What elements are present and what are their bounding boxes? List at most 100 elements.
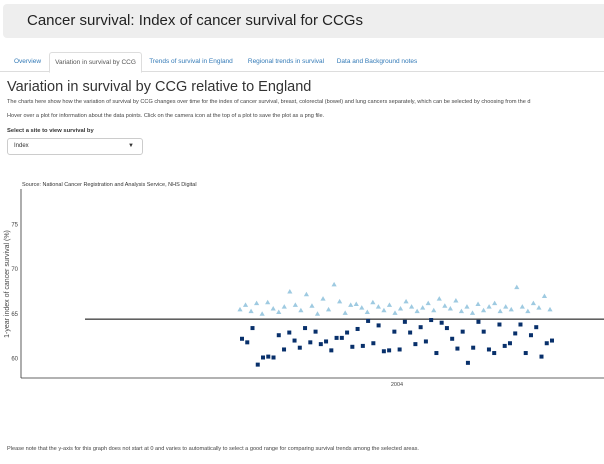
square-point[interactable] xyxy=(434,351,439,356)
triangle-point[interactable] xyxy=(403,298,409,304)
square-point[interactable] xyxy=(381,349,386,354)
triangle-point[interactable] xyxy=(525,308,531,314)
square-point[interactable] xyxy=(266,354,271,359)
triangle-point[interactable] xyxy=(397,305,404,311)
square-point[interactable] xyxy=(324,339,329,344)
square-point[interactable] xyxy=(534,325,539,330)
triangle-point[interactable] xyxy=(464,304,470,309)
square-point[interactable] xyxy=(450,336,455,341)
square-point[interactable] xyxy=(240,336,244,341)
triangle-point[interactable] xyxy=(292,302,298,307)
square-point[interactable] xyxy=(408,330,413,335)
square-point[interactable] xyxy=(397,347,402,352)
square-point[interactable] xyxy=(345,330,350,335)
square-point[interactable] xyxy=(444,326,449,331)
triangle-point[interactable] xyxy=(359,305,365,310)
square-point[interactable] xyxy=(481,329,486,334)
square-point[interactable] xyxy=(455,346,460,351)
triangle-point[interactable] xyxy=(337,298,343,304)
triangle-point[interactable] xyxy=(331,281,337,287)
triangle-point[interactable] xyxy=(309,303,315,308)
triangle-point[interactable] xyxy=(259,311,265,316)
triangle-point[interactable] xyxy=(442,303,448,308)
square-point[interactable] xyxy=(544,341,549,346)
square-point[interactable] xyxy=(392,329,397,334)
triangle-point[interactable] xyxy=(248,308,254,314)
triangle-point[interactable] xyxy=(314,311,321,316)
triangle-point[interactable] xyxy=(469,310,476,315)
triangle-point[interactable] xyxy=(431,307,437,313)
tab-overview[interactable]: Overview xyxy=(13,58,42,65)
square-point[interactable] xyxy=(518,322,523,327)
triangle-point[interactable] xyxy=(486,304,492,309)
triangle-point[interactable] xyxy=(453,297,459,303)
triangle-point[interactable] xyxy=(325,306,332,312)
square-point[interactable] xyxy=(387,348,392,353)
triangle-point[interactable] xyxy=(541,293,548,298)
triangle-point[interactable] xyxy=(276,309,282,315)
square-point[interactable] xyxy=(355,326,360,331)
square-point[interactable] xyxy=(465,360,470,365)
triangle-point[interactable] xyxy=(287,289,293,294)
triangle-point[interactable] xyxy=(508,306,514,312)
square-point[interactable] xyxy=(550,338,554,343)
tab-regional-trends[interactable]: Regional trends in survival xyxy=(247,58,325,65)
triangle-point[interactable] xyxy=(265,299,271,305)
square-point[interactable] xyxy=(413,342,418,347)
tab-trends-england[interactable]: Trends of survival in England xyxy=(149,58,233,65)
square-point[interactable] xyxy=(486,347,491,352)
triangle-point[interactable] xyxy=(414,308,420,314)
triangle-point[interactable] xyxy=(475,301,481,307)
square-point[interactable] xyxy=(329,348,334,353)
square-point[interactable] xyxy=(339,335,344,340)
square-point[interactable] xyxy=(492,351,497,356)
triangle-point[interactable] xyxy=(492,300,498,306)
triangle-point[interactable] xyxy=(370,299,376,305)
triangle-point[interactable] xyxy=(480,307,487,313)
square-point[interactable] xyxy=(297,345,302,350)
triangle-point[interactable] xyxy=(458,308,465,314)
triangle-point[interactable] xyxy=(242,302,249,307)
triangle-point[interactable] xyxy=(447,305,453,311)
triangle-point[interactable] xyxy=(342,310,348,315)
square-point[interactable] xyxy=(271,355,276,360)
triangle-point[interactable] xyxy=(425,300,431,306)
triangle-point[interactable] xyxy=(536,305,542,310)
triangle-point[interactable] xyxy=(409,304,415,309)
triangle-point[interactable] xyxy=(254,300,260,306)
square-point[interactable] xyxy=(423,339,428,344)
site-select[interactable]: Index ▼ xyxy=(7,138,143,155)
square-point[interactable] xyxy=(350,344,355,349)
square-point[interactable] xyxy=(276,333,281,338)
square-point[interactable] xyxy=(366,318,371,323)
triangle-point[interactable] xyxy=(436,296,442,301)
square-point[interactable] xyxy=(476,319,481,324)
triangle-point[interactable] xyxy=(381,307,387,313)
triangle-point[interactable] xyxy=(298,307,304,313)
square-point[interactable] xyxy=(292,338,297,343)
square-point[interactable] xyxy=(497,322,502,327)
square-point[interactable] xyxy=(287,330,292,335)
triangle-point[interactable] xyxy=(547,306,553,312)
square-point[interactable] xyxy=(308,340,313,345)
triangle-point[interactable] xyxy=(375,304,381,309)
square-point[interactable] xyxy=(261,355,266,360)
square-point[interactable] xyxy=(318,342,323,347)
square-point[interactable] xyxy=(371,341,376,346)
square-point[interactable] xyxy=(282,347,287,352)
triangle-point[interactable] xyxy=(503,304,509,309)
triangle-point[interactable] xyxy=(364,309,370,315)
triangle-point[interactable] xyxy=(303,291,310,297)
tab-data-background[interactable]: Data and Background notes xyxy=(336,58,418,65)
square-point[interactable] xyxy=(313,329,318,334)
square-point[interactable] xyxy=(334,335,339,340)
square-point[interactable] xyxy=(303,326,308,331)
square-point[interactable] xyxy=(429,318,434,323)
triangle-point[interactable] xyxy=(514,284,520,290)
square-point[interactable] xyxy=(502,343,507,348)
square-point[interactable] xyxy=(360,343,365,348)
tab-variation-by-ccg[interactable]: Variation in survival by CCG xyxy=(49,52,142,73)
square-point[interactable] xyxy=(439,320,444,325)
square-point[interactable] xyxy=(539,354,544,359)
triangle-point[interactable] xyxy=(420,305,426,310)
